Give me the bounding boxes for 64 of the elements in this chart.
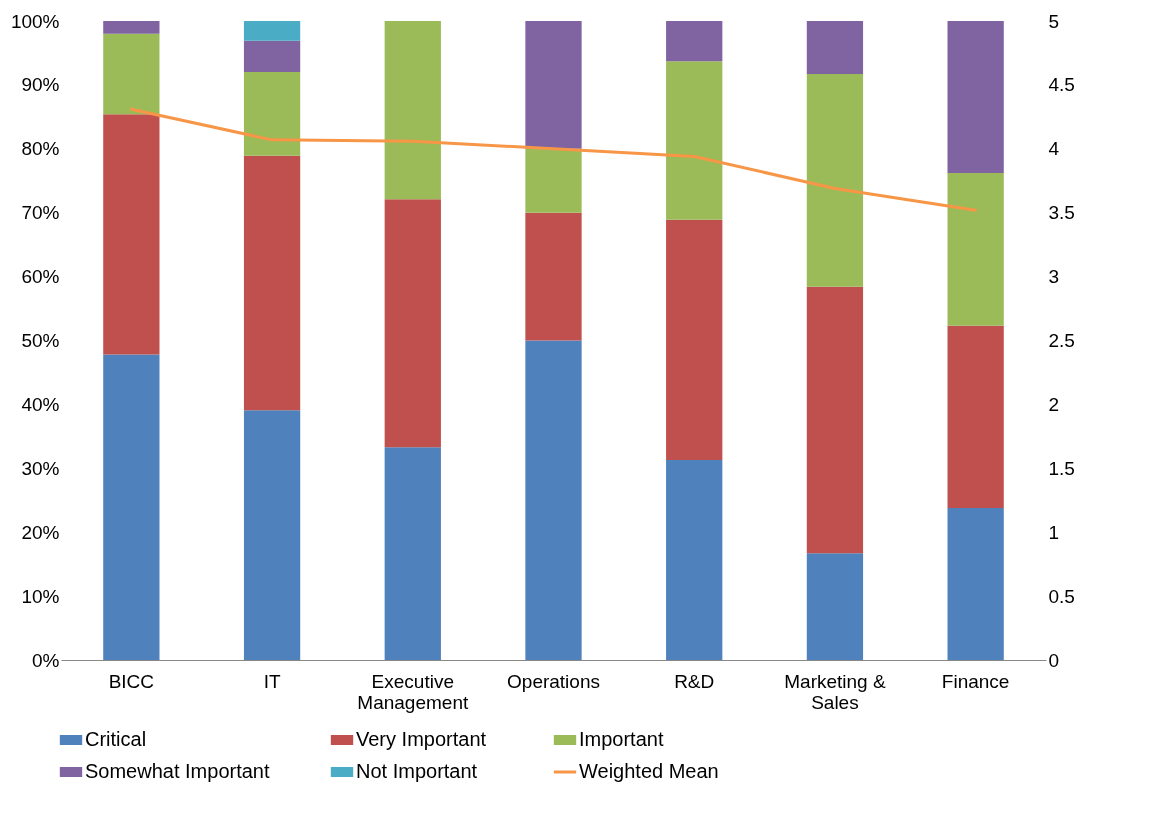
bar (947, 173, 1004, 326)
y2-tick-label: 5 (1048, 10, 1060, 32)
y-tick-label: 10% (21, 585, 60, 607)
bar (525, 148, 582, 213)
bar (947, 325, 1004, 508)
bar (103, 21, 160, 34)
y-tick-label: 30% (21, 457, 60, 479)
x-tick-label: Operations (507, 670, 600, 692)
bar (103, 354, 160, 660)
y2-tick-label: 2.5 (1048, 330, 1075, 351)
bar (947, 507, 1004, 660)
x-tick-label: Executive Management (357, 670, 469, 713)
bar (806, 74, 864, 287)
line-series (129, 107, 978, 212)
bar (103, 114, 160, 355)
y2-tick-label: 4.5 (1048, 74, 1075, 96)
bar (525, 340, 582, 660)
y2-tick-label: 1.5 (1048, 457, 1075, 479)
bar (243, 410, 301, 660)
bar (243, 155, 301, 411)
bar (806, 553, 864, 660)
legend-label: Important (579, 728, 664, 750)
y-tick-label: 40% (21, 393, 60, 415)
bar (384, 447, 441, 660)
bar (243, 72, 301, 156)
y-tick-label: 20% (21, 521, 60, 543)
y2-tick-label: 3.5 (1048, 202, 1075, 224)
legend-label: Weighted Mean (579, 760, 719, 782)
y-tick-label: 100% (10, 10, 60, 32)
y2-tick-label: 0 (1048, 649, 1060, 671)
y2-tick-label: 2 (1048, 393, 1060, 415)
x-tick-label: BICC (108, 670, 155, 692)
y-tick-label: 90% (21, 74, 60, 96)
legend-label: Critical (85, 728, 147, 750)
y-tick-label: 50% (21, 330, 60, 351)
x-tick-label: R&D (674, 670, 715, 692)
bar (806, 21, 864, 75)
bar (947, 21, 1004, 174)
y2-tick-label: 1 (1048, 521, 1060, 543)
y2-tick-label: 3 (1048, 266, 1060, 288)
bar (384, 21, 441, 200)
legend-label: Not Important (356, 760, 478, 782)
bar (666, 219, 723, 460)
x-tick-label: Marketing & Sales (784, 670, 886, 713)
x-tick-label: Finance (941, 670, 1010, 692)
bar (384, 199, 441, 448)
bar (806, 286, 864, 554)
bar (525, 21, 582, 149)
x-tick-label: IT (263, 670, 281, 692)
bar (525, 212, 582, 341)
y-tick-label: 0% (32, 649, 60, 671)
y2-tick-label: 0.5 (1048, 585, 1075, 607)
bar (666, 459, 723, 660)
bar (103, 33, 160, 115)
y-tick-label: 60% (21, 266, 60, 288)
bar (243, 40, 301, 73)
y-tick-label: 80% (21, 138, 60, 160)
bar (666, 21, 723, 62)
bar (243, 21, 301, 41)
legend-label: Somewhat Important (85, 760, 270, 782)
bar (666, 61, 723, 220)
y2-tick-label: 4 (1048, 138, 1060, 160)
y-tick-label: 70% (21, 202, 60, 224)
legend-label: Very Important (356, 728, 487, 750)
